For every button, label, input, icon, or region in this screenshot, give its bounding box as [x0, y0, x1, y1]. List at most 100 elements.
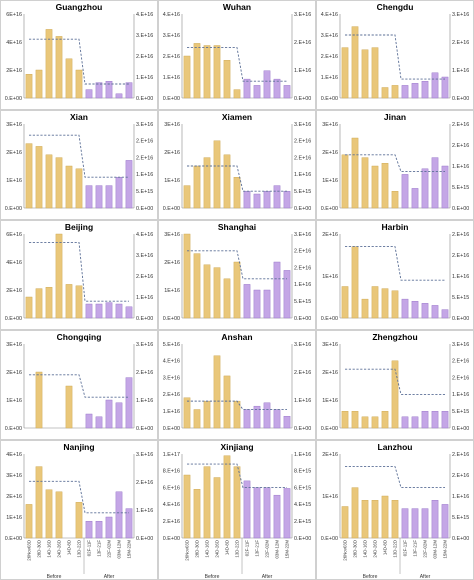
y2-tick-label: 2.E+16: [136, 274, 153, 280]
y2-tick-label: 5.E+15: [136, 189, 153, 195]
chart-svg: Xiamen 0.E+00 1E+16 2E+16 3E+16 0.E+00 5.E+15 1…: [158, 110, 316, 220]
bar: [381, 163, 389, 209]
y2-tick-label: 3.E+16: [136, 452, 153, 458]
chart-panel-harbin: Harbin 0.E+00 1E+16 2E+16 0.E+00 5.E+15 1.E+16…: [316, 220, 474, 330]
mean-line: [345, 34, 445, 80]
bar: [203, 400, 211, 429]
bar: [115, 491, 123, 539]
x-tick-label: 03M-12M: [275, 540, 280, 559]
y2-tick-label: 1.E+16: [136, 508, 153, 514]
bar: [193, 489, 201, 539]
y-tick-label: 3.E+16: [321, 33, 338, 39]
y-tick-label: 1.E+17: [163, 452, 180, 458]
x-tick-label: 24D-26D: [215, 540, 220, 558]
y-tick-label: 2E+16: [6, 370, 22, 376]
bar: [183, 55, 191, 99]
group-label-before: Before: [205, 574, 220, 580]
group-label-after: After: [262, 574, 273, 580]
bar: [45, 29, 53, 99]
bar: [351, 487, 359, 539]
bar: [125, 82, 133, 99]
bar: [381, 495, 389, 539]
bar: [421, 80, 429, 99]
bar: [421, 410, 429, 429]
chart-title: Harbin: [382, 222, 409, 232]
y2-tick-label: 1.E+16: [452, 494, 469, 500]
bar: [105, 80, 113, 99]
y-tick-label: 0.E+00: [163, 426, 180, 432]
y2-tick-label: 0.E+00: [294, 96, 311, 102]
bar: [45, 286, 53, 319]
bar: [203, 264, 211, 319]
bar: [233, 176, 241, 209]
bar: [273, 261, 281, 319]
chart-svg: Chengdu 0.E+00 1.E+16 2.E+16 3.E+16 4.E+16 0.E…: [316, 0, 474, 110]
bar: [391, 85, 399, 99]
bar: [361, 49, 369, 99]
bar: [391, 190, 399, 209]
x-tick-label: 14D-16D: [205, 540, 210, 558]
bar: [35, 146, 43, 209]
chart-svg: Zhengzhou 0.E+00 1E+16 2E+16 3E+16 0.E+00 5.E+…: [316, 330, 474, 440]
y-tick-label: 2.E+16: [163, 54, 180, 60]
bar: [203, 466, 211, 539]
bar: [95, 82, 103, 99]
bar: [223, 375, 231, 429]
bar: [213, 45, 221, 99]
y-tick-label: 1.E+16: [163, 409, 180, 415]
mean-line: [345, 466, 445, 489]
chart-panel-beijing: Beijing 0.E+00 2E+16 4E+16 6E+16 0.E+00 1.E+16…: [0, 220, 158, 330]
chart-svg: Lanzhou 0.E+00 1E+16 2E+16 0.E+00 5.E+15 1.E+1…: [316, 440, 474, 580]
bar: [213, 355, 221, 429]
bar: [283, 416, 291, 429]
chart-panel-anshan: Anshan 0.E+00 1.E+16 2.E+16 3.E+16 4.E+16 5.E+…: [158, 330, 316, 440]
bar: [193, 43, 201, 99]
y2-tick-label: 2.E+16: [452, 143, 469, 149]
chart-panel-xinjiang: Xinjiang 0.E+00 2.E+16 4.E+16 6.E+16 8.E+16 1.…: [158, 440, 316, 580]
y2-tick-label: 1.E+16: [452, 274, 469, 280]
chart-title: Jinan: [384, 112, 406, 122]
x-tick-label: 28D-30D: [37, 540, 42, 558]
y2-tick-label: 3.E+16: [136, 342, 153, 348]
bar: [283, 85, 291, 99]
bar: [193, 409, 201, 429]
y-tick-label: 4.E+16: [163, 359, 180, 365]
bar: [371, 286, 379, 319]
bar: [401, 508, 409, 539]
chart-svg: Jinan 0.E+00 1E+16 2E+16 3E+16 0.E+00 5.E+15 1.…: [316, 110, 474, 220]
chart-panel-jinan: Jinan 0.E+00 1E+16 2E+16 3E+16 0.E+00 5.E+15 1.…: [316, 110, 474, 220]
bar: [401, 298, 409, 319]
chart-svg: Guangzhou 0.E+00 2E+16 4E+16 6E+16 0.E+00 1.E+…: [0, 0, 158, 110]
bar: [223, 60, 231, 99]
chart-panel-guangzhou: Guangzhou 0.E+00 2E+16 4E+16 6E+16 0.E+00 1.E+…: [0, 0, 158, 110]
bar: [223, 154, 231, 209]
bar: [183, 233, 191, 319]
bar: [243, 190, 251, 209]
y2-tick-label: 3.E+16: [452, 12, 469, 18]
chart-panel-lanzhou: Lanzhou 0.E+00 1E+16 2E+16 0.E+00 5.E+15 1.E+1…: [316, 440, 474, 580]
y-tick-label: 5.E+16: [163, 342, 180, 348]
bar: [125, 160, 133, 209]
bar: [341, 286, 349, 319]
bar: [421, 168, 429, 209]
bar: [35, 371, 43, 429]
chart-panel-nanjing: Nanjing 0.E+00 1E+16 2E+16 3E+16 4E+16 0.E+00 1…: [0, 440, 158, 580]
bar: [45, 489, 53, 539]
bar: [411, 508, 419, 539]
bar: [75, 285, 83, 319]
x-tick-label: 22F-02M: [265, 540, 270, 558]
y-tick-label: 6E+16: [6, 232, 22, 238]
y-tick-label: 1E+16: [6, 178, 22, 184]
y2-tick-label: 1.E+16: [294, 452, 311, 458]
bar: [243, 284, 251, 319]
y2-tick-label: 4.E+16: [136, 232, 153, 238]
bar: [105, 399, 113, 429]
bar: [75, 502, 83, 539]
x-tick-label: 13F-21F: [255, 540, 260, 557]
bar: [263, 190, 271, 209]
x-tick-label: 22F-02M: [107, 540, 112, 558]
bar: [233, 89, 241, 99]
mean-line: [187, 400, 287, 410]
y2-tick-label: 2.E+16: [452, 122, 469, 128]
